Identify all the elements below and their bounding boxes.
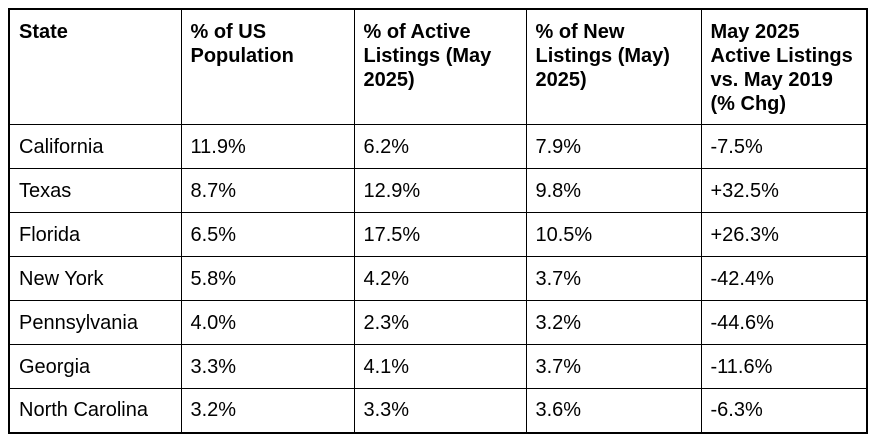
cell-state: Pennsylvania: [8, 300, 182, 345]
cell-state: California: [8, 124, 182, 169]
cell-active-listings: 3.3%: [353, 388, 527, 433]
cell-active-listings: 6.2%: [353, 124, 527, 169]
cell-us-population: 4.0%: [180, 300, 355, 345]
cell-active-vs-2019: +26.3%: [700, 212, 868, 257]
cell-us-population: 3.2%: [180, 388, 355, 433]
cell-us-population: 5.8%: [180, 256, 355, 301]
cell-active-listings: 4.1%: [353, 344, 527, 389]
cell-new-listings: 9.8%: [525, 168, 702, 213]
cell-active-vs-2019: -11.6%: [700, 344, 868, 389]
cell-active-listings: 17.5%: [353, 212, 527, 257]
cell-active-vs-2019: -6.3%: [700, 388, 868, 433]
cell-new-listings: 3.2%: [525, 300, 702, 345]
cell-new-listings: 7.9%: [525, 124, 702, 169]
cell-active-vs-2019: +32.5%: [700, 168, 868, 213]
cell-active-vs-2019: -44.6%: [700, 300, 868, 345]
col-header-state: State: [8, 8, 182, 125]
table-row-pennsylvania: Pennsylvania 4.0% 2.3% 3.2% -44.6%: [8, 300, 868, 345]
cell-new-listings: 3.7%: [525, 256, 702, 301]
col-header-active-vs-2019: May 2025 Active Listings vs. May 2019 (%…: [700, 8, 868, 125]
cell-state: Florida: [8, 212, 182, 257]
cell-us-population: 3.3%: [180, 344, 355, 389]
cell-active-vs-2019: -42.4%: [700, 256, 868, 301]
state-listings-table: State % of US Population % of Active Lis…: [8, 8, 868, 434]
col-header-new-listings: % of New Listings (May) 2025): [525, 8, 702, 125]
cell-new-listings: 3.6%: [525, 388, 702, 433]
col-header-us-population: % of US Population: [180, 8, 355, 125]
cell-state: Texas: [8, 168, 182, 213]
table-row-north-carolina: North Carolina 3.2% 3.3% 3.6% -6.3%: [8, 388, 868, 433]
table-row-texas: Texas 8.7% 12.9% 9.8% +32.5%: [8, 168, 868, 213]
table-row-florida: Florida 6.5% 17.5% 10.5% +26.3%: [8, 212, 868, 257]
cell-us-population: 11.9%: [180, 124, 355, 169]
cell-state: Georgia: [8, 344, 182, 389]
cell-new-listings: 10.5%: [525, 212, 702, 257]
cell-active-vs-2019: -7.5%: [700, 124, 868, 169]
table-row-california: California 11.9% 6.2% 7.9% -7.5%: [8, 124, 868, 169]
cell-active-listings: 4.2%: [353, 256, 527, 301]
cell-active-listings: 12.9%: [353, 168, 527, 213]
header-row: State % of US Population % of Active Lis…: [8, 8, 868, 125]
col-header-active-listings: % of Active Listings (May 2025): [353, 8, 527, 125]
table-row-new-york: New York 5.8% 4.2% 3.7% -42.4%: [8, 256, 868, 301]
cell-active-listings: 2.3%: [353, 300, 527, 345]
cell-us-population: 6.5%: [180, 212, 355, 257]
table-row-georgia: Georgia 3.3% 4.1% 3.7% -11.6%: [8, 344, 868, 389]
cell-state: New York: [8, 256, 182, 301]
cell-us-population: 8.7%: [180, 168, 355, 213]
cell-state: North Carolina: [8, 388, 182, 433]
cell-new-listings: 3.7%: [525, 344, 702, 389]
